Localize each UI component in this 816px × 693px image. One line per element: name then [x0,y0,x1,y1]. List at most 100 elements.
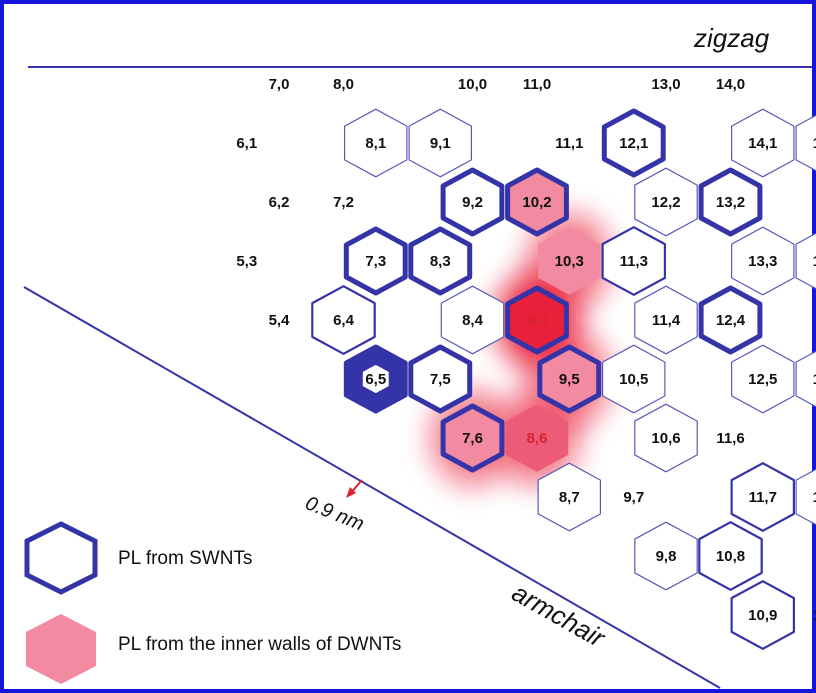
cell-label: 9,1 [430,135,451,152]
cell-label: 13,0 [651,76,680,93]
chirality-cell: 14,0 [716,76,745,93]
chirality-cell: 11,6 [716,430,744,447]
cell-hexagon [730,108,795,178]
chirality-cell: 6,5 [343,344,408,414]
chirality-cell: 6,2 [269,194,290,211]
cell-label: 7,3 [365,253,386,270]
chirality-cell: 13,5 [795,350,816,408]
chirality-cell: 12,7 [795,468,816,526]
cell-hexagon [601,226,667,296]
cell-label: 6,5 [365,371,386,388]
cell-label: 7,0 [269,76,290,93]
cell-hexagon [601,344,666,414]
cell-label: 13,5 [813,371,816,388]
cell-label: 14,3 [813,253,816,270]
cell-label: 7,6 [462,430,483,447]
cell-label: 14,1 [748,135,777,152]
cell-label: 6,4 [333,312,355,329]
cell-hexagon [344,108,408,178]
chirality-cell: 12,1 [601,108,666,178]
chirality-cell: 7,6 [440,403,505,473]
cell-label: 10,6 [651,430,680,447]
chirality-cell: 9,7 [623,489,644,506]
chirality-cell: 14,1 [730,108,795,178]
cell-hexagon [505,404,569,472]
cell-hexagon [634,285,698,355]
cell-label: 13,3 [748,253,777,270]
chirality-cell: 7,2 [333,194,354,211]
cell-hexagon [440,403,505,473]
cell-label: 11,3 [620,253,648,270]
chirality-cell: 13,3 [730,226,795,296]
cell-label: 8,7 [559,489,580,506]
cell-label: 10,2 [522,194,551,211]
cell-hexagon [408,226,473,296]
cell-label: 11,0 [523,76,551,93]
chirality-cell: 10,2 [505,167,569,237]
cell-hexagon [698,167,763,237]
cell-label: 8,1 [365,135,386,152]
chirality-cell: 7,0 [269,76,290,93]
cell-hexagon [730,226,795,296]
chirality-cell: 13,0 [651,76,680,93]
cell-hexagon [538,227,601,295]
cell-hexagon [634,403,698,473]
cell-label: 8,3 [430,253,451,270]
chirality-cell: 9,1 [408,108,472,178]
cell-hexagon [505,167,569,237]
chirality-cell: 5,4 [269,312,291,329]
cell-hexagon [795,350,816,408]
chirality-cell: 11,3 [601,226,667,296]
chirality-cell: 15,1 [795,114,816,172]
chirality-cell: 9,8 [634,521,698,591]
cell-hexagon [634,521,698,591]
chirality-cell: 11,9 [813,607,816,624]
cell-label: 8,4 [462,312,484,329]
chirality-cell: 10,9 [730,580,796,650]
cell-label: 11,4 [652,312,681,329]
chirality-cell: 7,5 [408,344,473,414]
cell-label: 10,8 [716,548,745,565]
cell-label: 11,6 [716,430,744,447]
chirality-cell: 9,5 [537,344,602,414]
cell-label: 8,0 [333,76,354,93]
cell-label: 5,3 [236,253,257,270]
chirality-cell: 10,8 [698,521,763,591]
cell-hexagon [408,108,472,178]
cell-label: 11,9 [813,607,816,624]
cell-hexagon [311,285,376,355]
cell-label: 9,4 [527,312,549,329]
cell-label: 6,2 [269,194,290,211]
chirality-cell: 11,4 [634,285,698,355]
cell-hexagon [795,114,816,172]
cell-label: 12,7 [813,489,816,506]
cell-hexagon [537,344,602,414]
distance-arrow-head [346,487,356,498]
cell-label: 9,7 [623,489,644,506]
chirality-cell: 10,3 [538,227,601,295]
legend-swnt-text: PL from SWNTs [118,548,252,569]
chirality-grid: 7,08,010,011,013,014,016,06,18,19,111,11… [236,76,816,650]
chirality-cell: 9,4 [505,285,569,355]
chirality-cell: 11,7 [730,462,796,532]
chirality-cell: 14,3 [795,232,816,290]
cell-hexagon [730,462,796,532]
chirality-cell: 12,4 [698,285,763,355]
chirality-cell: 5,3 [236,253,257,270]
legend: PL from SWNTs PL from the inner walls of… [24,521,401,684]
chirality-cell: 8,6 [505,404,569,472]
cell-label: 10,3 [555,253,584,270]
cell-hexagon [343,226,408,296]
cell-label: 12,1 [619,135,648,152]
cell-label: 15,1 [813,135,816,152]
legend-dwnt-text: PL from the inner walls of DWNTs [118,634,401,655]
cell-label: 10,5 [619,371,648,388]
cell-label: 12,2 [651,194,680,211]
cell-hexagon [408,344,473,414]
cell-label: 12,5 [748,371,777,388]
chirality-cell: 8,1 [344,108,408,178]
cell-label: 6,1 [236,135,257,152]
chirality-cell: 8,3 [408,226,473,296]
cell-label: 12,4 [716,312,746,329]
